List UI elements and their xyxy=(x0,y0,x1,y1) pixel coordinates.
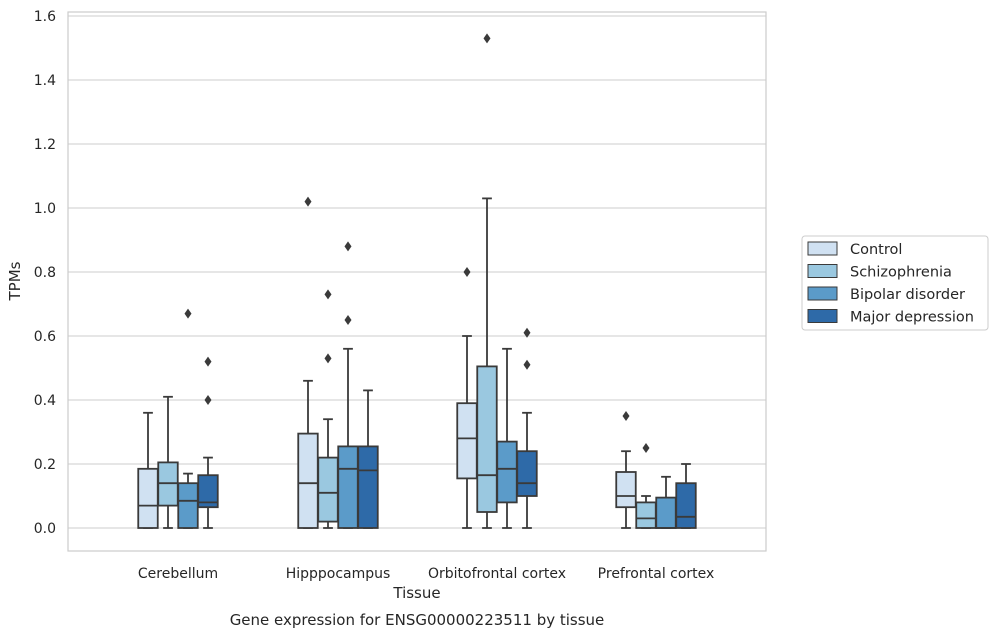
legend-label: Bipolar disorder xyxy=(850,287,965,303)
x-tick-label: Prefrontal cortex xyxy=(598,566,715,582)
outlier-point xyxy=(304,196,312,207)
plot-area xyxy=(67,11,767,552)
box-group xyxy=(456,267,478,529)
box xyxy=(496,440,518,504)
y-axis-label: TPMs xyxy=(6,261,24,301)
legend-swatch xyxy=(807,286,838,301)
x-tick-labels: Cerebellum Hipppocampus Orbitofrontal cort… xyxy=(138,566,714,582)
y-tick-label: 0.0 xyxy=(34,521,56,537)
series-major-depression xyxy=(197,327,697,529)
x-tick-label: Orbitofrontal cortex xyxy=(428,566,566,582)
box xyxy=(675,482,697,529)
outlier-point xyxy=(184,308,192,319)
outlier-point xyxy=(344,241,352,252)
y-tick-label: 0.2 xyxy=(34,457,56,473)
chart-caption: Gene expression for ENSG00000223511 by t… xyxy=(230,611,605,629)
series-control xyxy=(137,196,637,529)
x-tick-label: Hipppocampus xyxy=(286,566,391,582)
box xyxy=(337,445,359,529)
x-axis-label: Tissue xyxy=(392,584,440,602)
outlier-point xyxy=(463,267,471,277)
legend-label: Schizophrenia xyxy=(850,265,952,281)
box xyxy=(317,456,339,523)
box-group xyxy=(615,411,637,529)
box xyxy=(137,467,159,529)
outlier-point xyxy=(204,356,212,367)
series-bipolar-disorder xyxy=(177,241,677,529)
box xyxy=(357,445,379,529)
box-group xyxy=(496,347,518,529)
box-group xyxy=(197,356,219,529)
y-tick-label: 1.2 xyxy=(34,137,56,153)
outlier-point xyxy=(622,411,630,421)
y-tick-label: 1.4 xyxy=(34,73,56,89)
box xyxy=(635,501,657,529)
box-group xyxy=(516,327,538,529)
legend-swatch xyxy=(807,264,838,278)
box-group xyxy=(476,33,498,529)
box-group xyxy=(675,463,697,529)
y-tick-label: 1.0 xyxy=(34,201,56,217)
box xyxy=(456,402,478,480)
box xyxy=(615,471,637,509)
y-tick-labels: 0.0 0.2 0.4 0.6 0.8 1.0 1.2 1.4 1.6 xyxy=(34,9,56,537)
box-group xyxy=(635,443,657,529)
outlier-point xyxy=(324,289,332,300)
outlier-point xyxy=(523,327,531,338)
legend: Control Schizophrenia Bipolar disorder Majo… xyxy=(801,235,989,331)
box-group xyxy=(137,411,159,529)
legend-swatch xyxy=(807,309,838,323)
y-tick-label: 0.8 xyxy=(34,265,56,281)
outlier-point xyxy=(483,33,491,44)
y-tick-label: 1.6 xyxy=(34,9,56,25)
legend-swatch xyxy=(807,241,838,256)
series-schizophrenia xyxy=(157,33,657,529)
box-group xyxy=(157,395,179,529)
outlier-point xyxy=(324,353,332,364)
outlier-point xyxy=(344,315,352,325)
box-group xyxy=(177,308,199,529)
box-group xyxy=(655,475,677,529)
box xyxy=(476,365,498,513)
outlier-point xyxy=(523,359,531,370)
outlier-point xyxy=(642,443,650,453)
box xyxy=(297,432,319,529)
y-tick-label: 0.4 xyxy=(34,393,56,409)
y-tick-label: 0.6 xyxy=(34,329,56,345)
box-group xyxy=(357,389,379,529)
box xyxy=(177,482,199,529)
box-group xyxy=(317,289,339,529)
legend-label: Major depression xyxy=(850,310,974,326)
box-group xyxy=(297,196,319,529)
legend-label: Control xyxy=(850,242,902,258)
box xyxy=(197,474,219,509)
box xyxy=(655,496,677,529)
legend-frame xyxy=(801,235,989,331)
box-series xyxy=(137,33,697,529)
box-group xyxy=(337,241,359,529)
box xyxy=(516,450,538,497)
x-tick-label: Cerebellum xyxy=(138,566,218,582)
outlier-point xyxy=(204,395,212,405)
